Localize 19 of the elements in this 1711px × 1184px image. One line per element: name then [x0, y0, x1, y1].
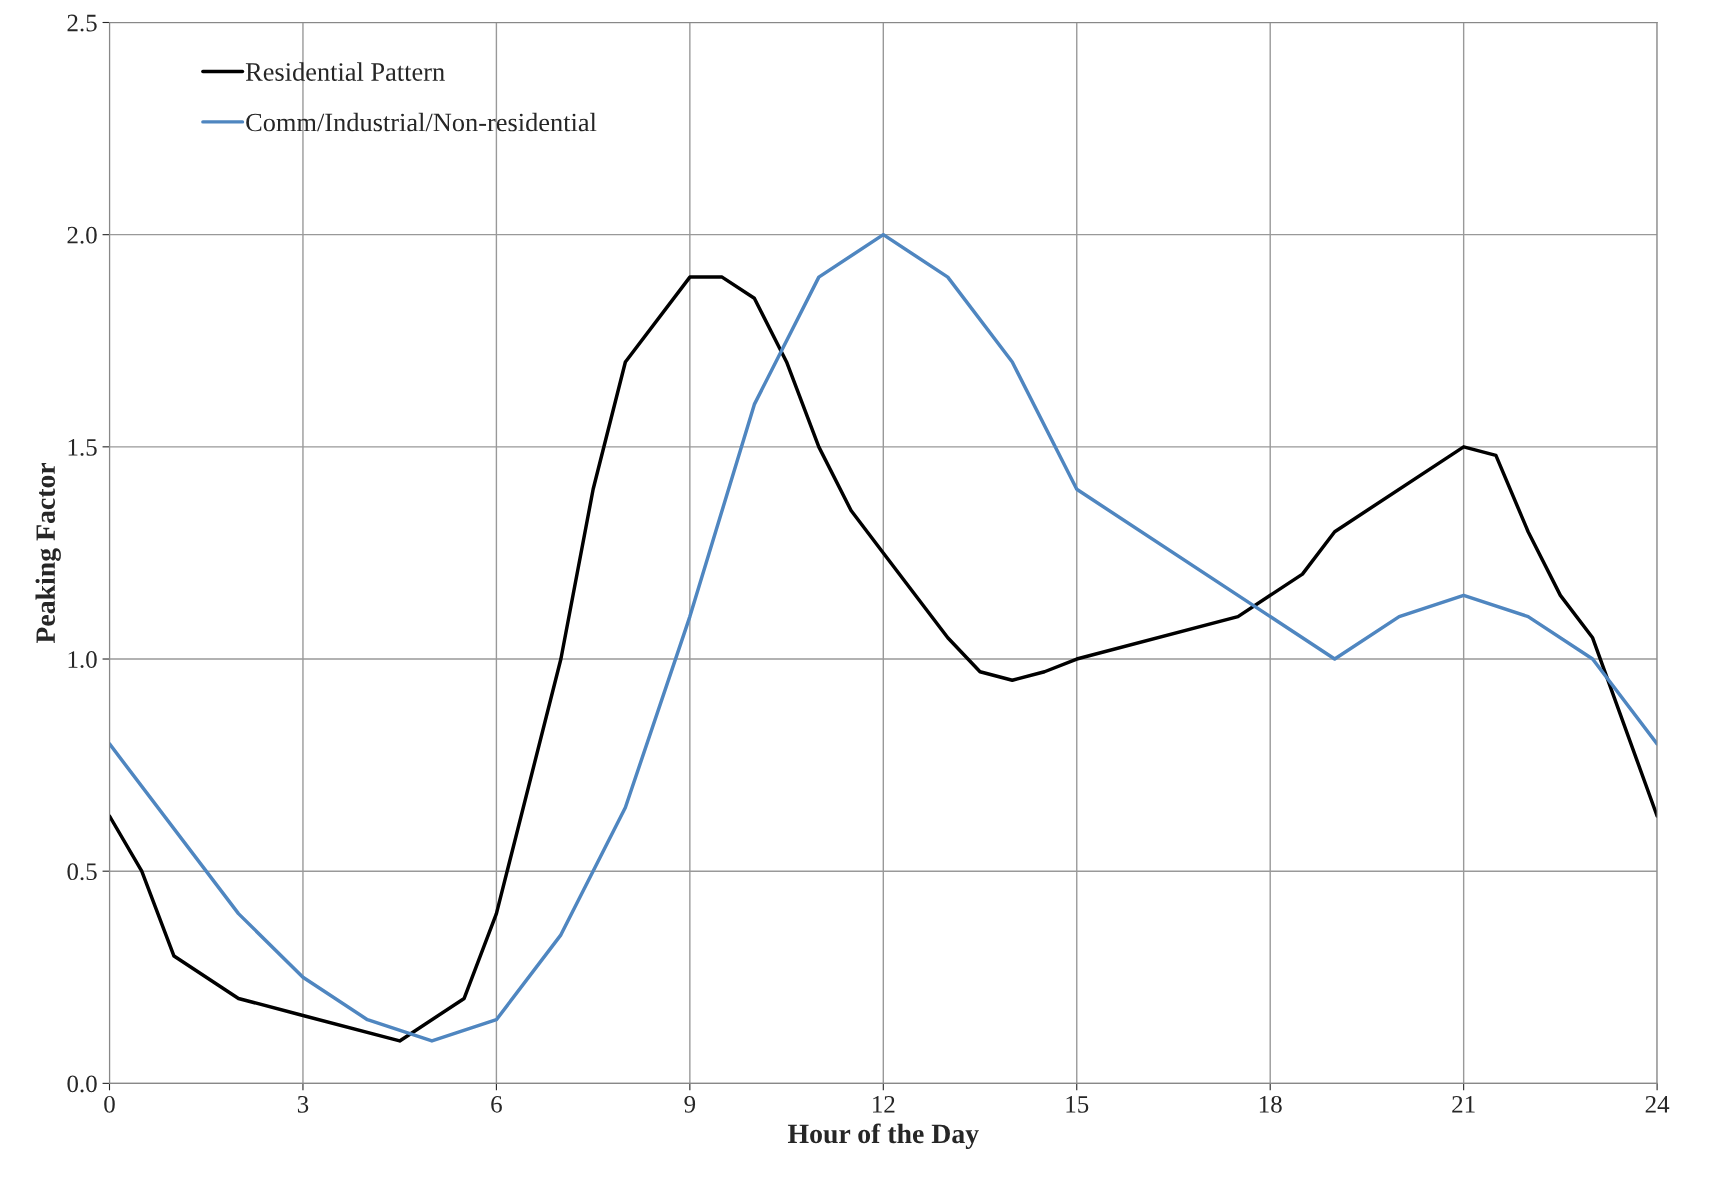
x-tick-label: 24: [1645, 1095, 1670, 1113]
y-tick-label: 2.5: [67, 14, 97, 32]
y-tick-label: 2.0: [67, 226, 97, 244]
x-tick-label: 12: [873, 1095, 895, 1113]
y-tick-label: 0.0: [67, 1075, 97, 1093]
y-axis-title: Peaking Factor: [35, 462, 61, 644]
x-axis-title: Hour of the Day: [787, 1123, 979, 1149]
y-tick-label: 1.5: [68, 439, 97, 456]
legend-label: Comm/Industrial/Non-residential: [246, 112, 597, 132]
y-tick-label: 1.0: [68, 651, 97, 669]
legend-label: Residential Pattern: [245, 62, 445, 81]
x-tick-label: 18: [1259, 1095, 1282, 1113]
x-tick-label: 0: [104, 1095, 115, 1113]
x-tick-label: 3: [297, 1095, 309, 1113]
x-tick-label: 15: [1066, 1096, 1089, 1113]
x-tick-label: 21: [1452, 1095, 1475, 1113]
x-tick-label: 6: [491, 1095, 502, 1113]
x-tick-label: 9: [684, 1095, 696, 1113]
y-tick-label: 0.5: [67, 863, 97, 881]
